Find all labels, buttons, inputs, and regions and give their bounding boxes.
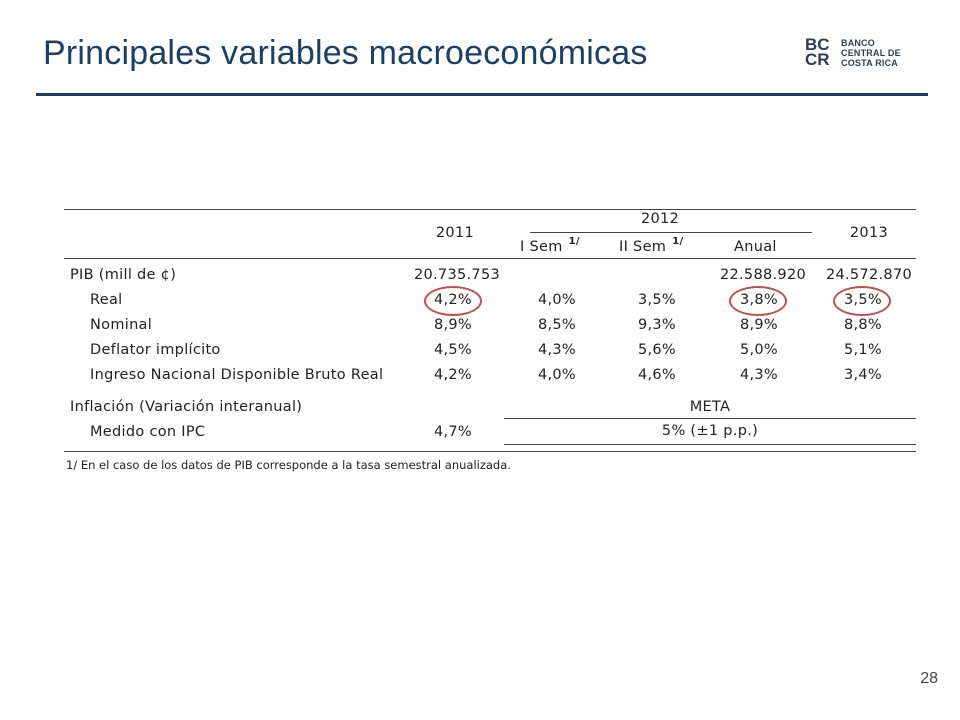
row-deflator-2013: 5,1% — [843, 342, 882, 358]
row-deflator-label: Deflator implícito — [90, 342, 221, 358]
row-real-label: Real — [90, 292, 123, 308]
logo-line-2: CENTRAL DE — [841, 48, 901, 58]
header-2013: 2013 — [849, 225, 888, 241]
row-ingreso-anual: 4,3% — [739, 367, 778, 383]
header-sem2: II Sem 1/ — [619, 236, 684, 258]
page-title: Principales variables macroeconómicas — [43, 34, 648, 72]
title-underline — [36, 93, 928, 96]
inflation-label: Inflación (Variación interanual) — [70, 399, 303, 415]
header-sem1-note: 1/ — [568, 236, 580, 247]
row-deflator-sem2: 5,6% — [637, 342, 676, 358]
row-real-sem2: 3,5% — [637, 292, 676, 308]
row-nominal-sem1: 8,5% — [537, 317, 576, 333]
year-2012-rule — [530, 232, 812, 233]
page-number: 28 — [920, 670, 938, 687]
table-top-rule — [64, 209, 916, 210]
meta-rule — [504, 418, 916, 419]
row-pib-2013: 24.572.870 — [825, 267, 912, 283]
header-anual: Anual — [734, 239, 777, 255]
row-nominal-anual: 8,9% — [739, 317, 778, 333]
row-nominal-2011: 8,9% — [433, 317, 472, 333]
meta-bottom-rule — [504, 444, 916, 445]
inflation-ipc-label: Medido con IPC — [90, 424, 206, 440]
row-ingreso-sem2: 4,6% — [637, 367, 676, 383]
header-2012: 2012 — [640, 211, 680, 227]
row-nominal-sem2: 9,3% — [637, 317, 676, 333]
row-ingreso-sem1: 4,0% — [537, 367, 576, 383]
bccr-logo-mark: BC CR — [805, 36, 839, 68]
highlight-circle-2011 — [424, 286, 482, 316]
highlight-circle-2013 — [833, 286, 891, 316]
row-ingreso-2011: 4,2% — [433, 367, 472, 383]
logo-line-3: COSTA RICA — [841, 58, 898, 68]
header-sem1: I Sem 1/ — [520, 236, 580, 258]
table-bottom-rule — [64, 451, 916, 452]
header-bottom-rule — [64, 258, 916, 259]
row-pib-anual: 22.588.920 — [719, 267, 806, 283]
inflation-2011: 4,7% — [433, 424, 472, 440]
row-pib-2011: 20.735.753 — [413, 267, 500, 283]
row-nominal-label: Nominal — [90, 317, 153, 333]
header-sem2-label: II Sem — [619, 239, 667, 255]
header-sem1-label: I Sem — [520, 239, 563, 255]
row-deflator-anual: 5,0% — [739, 342, 778, 358]
logo-mark-top: BC — [805, 35, 830, 54]
row-deflator-2011: 4,5% — [433, 342, 472, 358]
inflation-target: 5% (±1 p.p.) — [661, 423, 759, 439]
row-nominal-2013: 8,8% — [843, 317, 882, 333]
row-deflator-sem1: 4,3% — [537, 342, 576, 358]
logo-mark-bottom: CR — [805, 50, 830, 69]
bccr-logo: BC CR BANCO CENTRAL DE COSTA RICA — [805, 36, 905, 70]
logo-text: BANCO CENTRAL DE COSTA RICA — [841, 38, 901, 68]
table-footnote: 1/ En el caso de los datos de PIB corres… — [66, 458, 511, 472]
meta-header: META — [689, 399, 731, 415]
row-pib-label: PIB (mill de ¢) — [70, 267, 177, 283]
logo-line-1: BANCO — [841, 38, 875, 48]
row-ingreso-label: Ingreso Nacional Disponible Bruto Real — [90, 367, 384, 383]
header-sem2-note: 1/ — [672, 236, 684, 247]
row-real-sem1: 4,0% — [537, 292, 576, 308]
header-2011: 2011 — [435, 225, 474, 241]
row-ingreso-2013: 3,4% — [843, 367, 882, 383]
highlight-circle-anual — [729, 286, 787, 316]
